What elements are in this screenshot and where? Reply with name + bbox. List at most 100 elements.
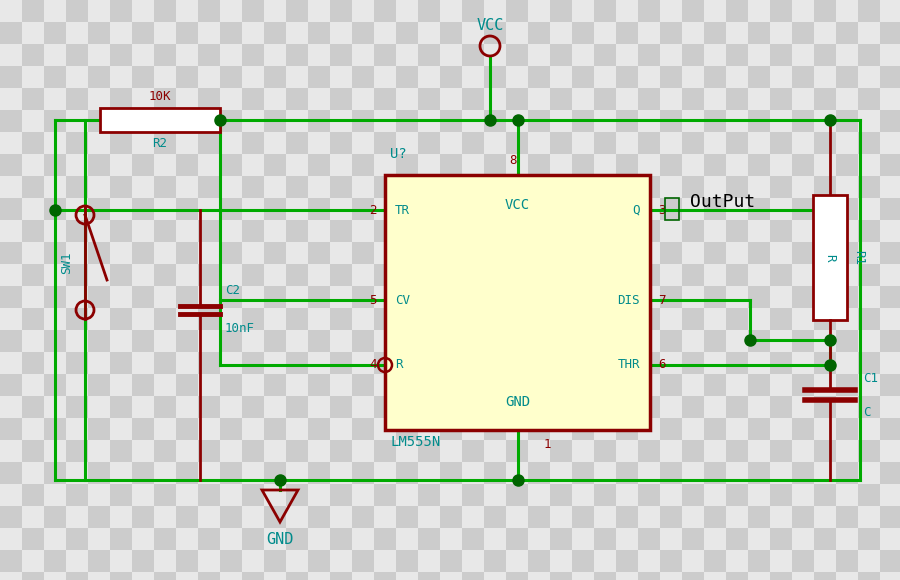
Bar	[66, 374, 88, 396]
Bar	[264, 506, 286, 528]
Bar	[66, 198, 88, 220]
Bar	[858, 550, 880, 572]
Bar	[836, 88, 858, 110]
Bar	[286, 418, 308, 440]
Bar	[22, 374, 44, 396]
Bar	[726, 22, 748, 44]
Bar	[88, 132, 110, 154]
Bar	[418, 154, 440, 176]
Bar	[638, 396, 660, 418]
Bar	[330, 528, 352, 550]
Bar	[792, 132, 814, 154]
Bar	[22, 110, 44, 132]
Bar	[770, 528, 792, 550]
Bar	[836, 44, 858, 66]
Bar	[330, 484, 352, 506]
Bar	[242, 176, 264, 198]
Bar	[550, 528, 572, 550]
Bar	[616, 484, 638, 506]
Bar	[264, 0, 286, 22]
Bar	[176, 352, 198, 374]
Bar	[396, 242, 418, 264]
Bar	[44, 572, 66, 580]
Bar	[792, 154, 814, 176]
Bar	[132, 0, 154, 22]
Bar	[704, 308, 726, 330]
Bar	[66, 396, 88, 418]
Bar	[286, 176, 308, 198]
Bar	[682, 484, 704, 506]
Bar	[0, 440, 22, 462]
Bar	[770, 308, 792, 330]
Bar	[352, 440, 374, 462]
Bar	[880, 462, 900, 484]
Bar	[352, 66, 374, 88]
Bar	[704, 440, 726, 462]
Bar	[154, 506, 176, 528]
Bar	[792, 572, 814, 580]
Bar	[682, 308, 704, 330]
Bar	[814, 506, 836, 528]
Bar	[110, 352, 132, 374]
Bar	[704, 242, 726, 264]
Bar	[814, 528, 836, 550]
Bar	[44, 352, 66, 374]
Bar	[616, 528, 638, 550]
Bar	[748, 396, 770, 418]
Bar	[550, 308, 572, 330]
Bar	[550, 66, 572, 88]
Bar	[594, 484, 616, 506]
Bar	[264, 308, 286, 330]
Bar	[814, 440, 836, 462]
Bar	[638, 110, 660, 132]
Bar	[44, 22, 66, 44]
Bar	[352, 220, 374, 242]
Bar	[616, 88, 638, 110]
Bar	[110, 550, 132, 572]
Bar	[858, 22, 880, 44]
Bar	[528, 198, 550, 220]
Bar	[132, 330, 154, 352]
Bar	[0, 198, 22, 220]
Bar	[770, 66, 792, 88]
Bar	[132, 462, 154, 484]
Bar	[22, 198, 44, 220]
Bar	[352, 352, 374, 374]
Text: C1: C1	[863, 372, 878, 385]
Bar	[616, 572, 638, 580]
Bar	[748, 374, 770, 396]
Bar	[638, 462, 660, 484]
Bar	[616, 198, 638, 220]
Bar	[396, 528, 418, 550]
Bar	[572, 418, 594, 440]
Bar	[264, 352, 286, 374]
Bar	[308, 286, 330, 308]
Bar	[528, 88, 550, 110]
Bar	[220, 88, 242, 110]
Bar	[264, 220, 286, 242]
Bar	[814, 132, 836, 154]
Bar	[814, 550, 836, 572]
Bar	[462, 22, 484, 44]
Bar	[572, 572, 594, 580]
Bar	[0, 506, 22, 528]
Bar	[572, 88, 594, 110]
Bar	[352, 264, 374, 286]
Bar	[748, 22, 770, 44]
Bar	[880, 220, 900, 242]
Bar	[396, 330, 418, 352]
Bar	[748, 352, 770, 374]
Bar	[594, 506, 616, 528]
Text: C2: C2	[225, 285, 240, 298]
Bar	[242, 66, 264, 88]
Bar	[814, 308, 836, 330]
Bar	[770, 88, 792, 110]
Bar	[396, 396, 418, 418]
Bar	[418, 66, 440, 88]
Bar	[704, 110, 726, 132]
Bar	[176, 330, 198, 352]
Bar	[88, 242, 110, 264]
Bar	[638, 242, 660, 264]
Bar	[242, 264, 264, 286]
Bar	[858, 242, 880, 264]
